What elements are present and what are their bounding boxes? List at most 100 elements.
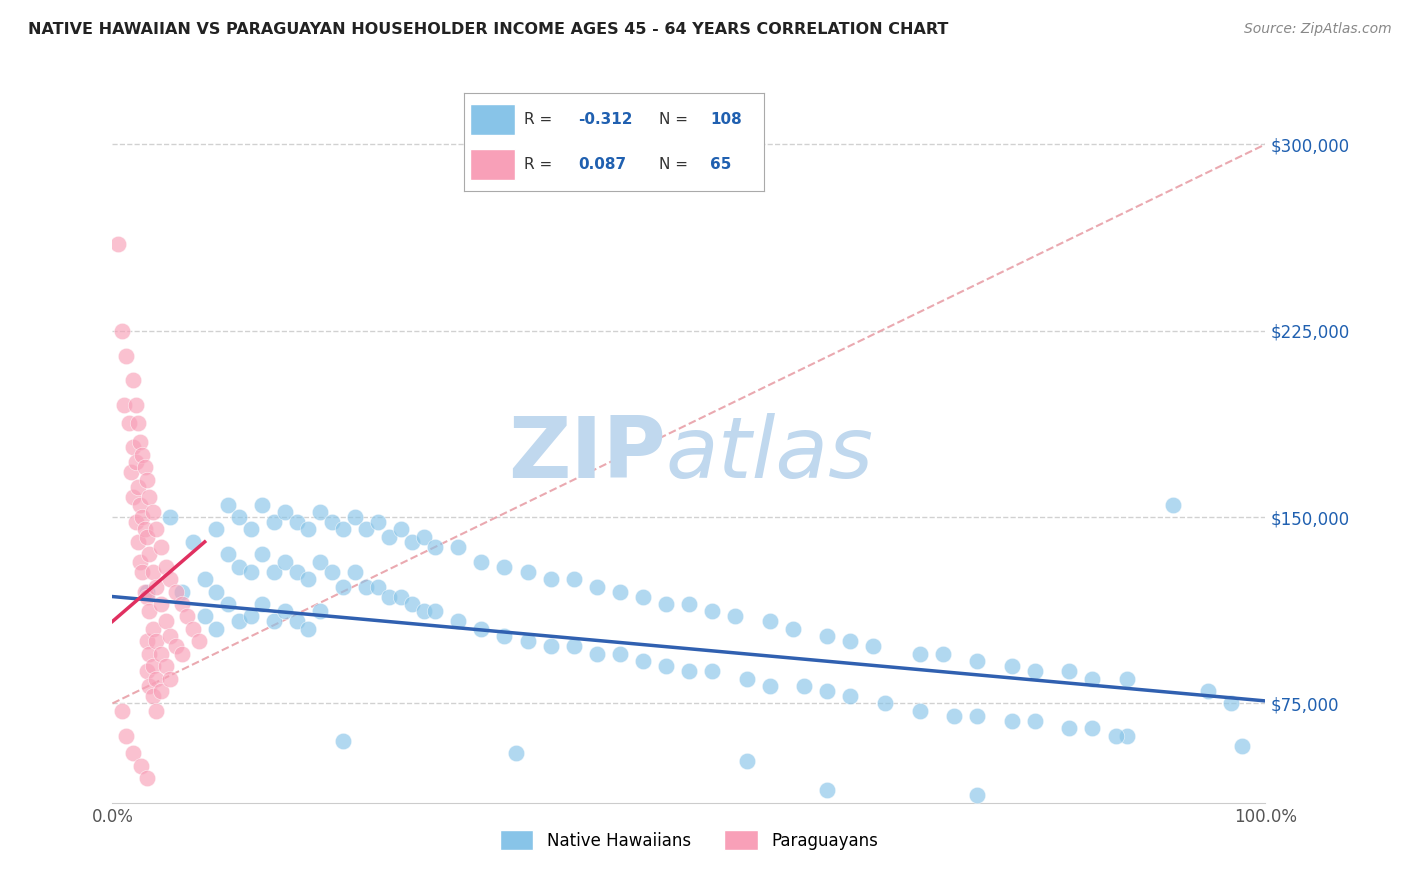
Point [145,523,167,537]
Point [181,622,204,636]
Point [1232,739,1254,753]
Point [1059,664,1081,678]
Point [540,639,562,653]
Point [149,647,172,661]
Point [142,689,165,703]
Point [966,654,988,668]
Point [112,398,135,412]
Point [134,523,156,537]
Point [145,634,167,648]
Point [149,540,172,554]
Point [155,659,177,673]
Point [136,664,159,678]
Point [136,634,159,648]
Point [205,584,228,599]
Point [159,629,181,643]
Point [562,639,585,653]
Point [470,622,492,636]
Point [111,324,134,338]
Point [1059,721,1081,735]
Point [239,565,262,579]
Point [194,609,217,624]
Point [1081,672,1104,686]
Point [138,547,160,561]
Point [107,236,129,251]
Point [124,455,146,469]
Point [297,622,319,636]
Point [631,654,654,668]
Point [321,515,343,529]
Point [122,373,145,387]
Point [228,615,250,629]
Point [700,664,723,678]
Point [131,565,153,579]
Point [1024,664,1046,678]
Point [136,771,159,785]
Point [332,733,354,747]
Point [263,615,285,629]
Point [378,530,401,544]
Point [839,689,862,703]
Point [285,515,308,529]
Point [142,505,165,519]
Point [516,565,538,579]
Point [111,704,134,718]
Point [862,639,884,653]
Point [873,697,896,711]
Point [494,559,516,574]
Point [194,572,217,586]
Point [931,647,953,661]
Point [274,505,297,519]
Point [540,572,562,586]
Point [1116,729,1139,743]
Point [138,647,160,661]
Point [131,510,153,524]
Point [758,615,780,629]
Text: NATIVE HAWAIIAN VS PARAGUAYAN HOUSEHOLDER INCOME AGES 45 - 64 YEARS CORRELATION : NATIVE HAWAIIAN VS PARAGUAYAN HOUSEHOLDE… [28,22,949,37]
Point [343,565,366,579]
Point [1104,729,1126,743]
Point [412,605,434,619]
Point [425,540,447,554]
Point [205,523,228,537]
Point [165,584,187,599]
Point [217,498,239,512]
Point [516,634,538,648]
Point [252,597,274,611]
Point [354,580,377,594]
Point [782,622,804,636]
Point [966,708,988,723]
Point [145,672,167,686]
Text: Source: ZipAtlas.com: Source: ZipAtlas.com [1244,22,1392,37]
Point [332,580,354,594]
Point [127,534,149,549]
Point [155,559,177,574]
Point [205,622,228,636]
Point [1001,714,1024,728]
Point [274,555,297,569]
Point [274,605,297,619]
Point [136,530,159,544]
Point [127,480,149,494]
Point [470,555,492,569]
Point [122,441,145,455]
Point [562,572,585,586]
Point [793,679,815,693]
Point [159,572,181,586]
Point [367,515,389,529]
Point [735,672,758,686]
Point [678,597,700,611]
Point [120,466,142,480]
Point [228,559,250,574]
Point [124,515,146,529]
Point [758,679,780,693]
Point [309,555,332,569]
Point [188,634,211,648]
Point [655,597,678,611]
Point [136,473,159,487]
Point [138,679,160,693]
Point [401,534,423,549]
Point [159,510,181,524]
Point [131,448,153,462]
Point [117,416,139,430]
